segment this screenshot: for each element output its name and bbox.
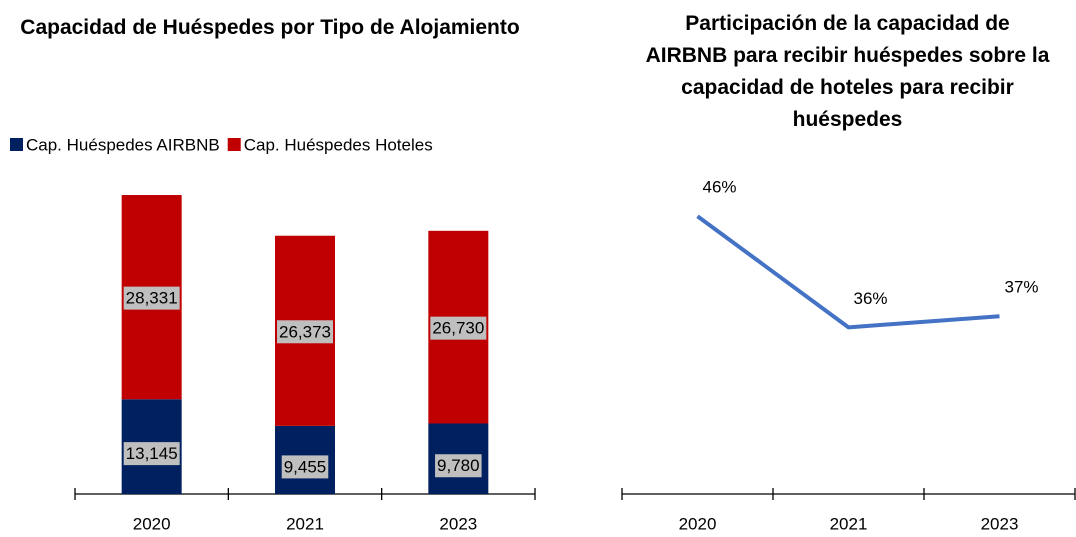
legend-label: Cap. Huéspedes AIRBNB (26, 135, 220, 154)
data-label-bg (123, 286, 180, 310)
x-tick-label: 2021 (830, 514, 868, 533)
x-tick-label: 2021 (286, 514, 324, 533)
data-label: 26,730 (432, 319, 484, 338)
x-tick-label: 2020 (679, 514, 717, 533)
data-label-bg (430, 316, 487, 340)
data-label: 9,780 (437, 456, 480, 475)
line (696, 214, 1000, 330)
data-label: 26,373 (279, 322, 331, 341)
legend-label: Cap. Huéspedes Hoteles (244, 135, 433, 154)
data-label: 36% (853, 289, 887, 308)
data-label: 46% (702, 178, 736, 197)
legend-swatch (227, 138, 241, 151)
data-label: 13,145 (126, 444, 178, 463)
legend-swatch (10, 138, 23, 151)
x-tick-label: 2023 (981, 514, 1019, 533)
chart-title: Capacidad de Huéspedes por Tipo de Aloja… (20, 16, 520, 39)
data-label: 37% (1004, 278, 1038, 297)
data-label: 9,455 (284, 457, 327, 476)
x-tick-label: 2020 (133, 514, 171, 533)
chart-title: Participación de la capacidad de AIRBNB … (645, 12, 1050, 131)
x-tick-label: 2023 (439, 514, 477, 533)
data-label-bg (277, 320, 333, 344)
data-label-bg (123, 442, 180, 466)
data-label-bg (281, 455, 329, 479)
data-label-bg (435, 454, 482, 478)
data-label: 28,331 (126, 289, 178, 308)
